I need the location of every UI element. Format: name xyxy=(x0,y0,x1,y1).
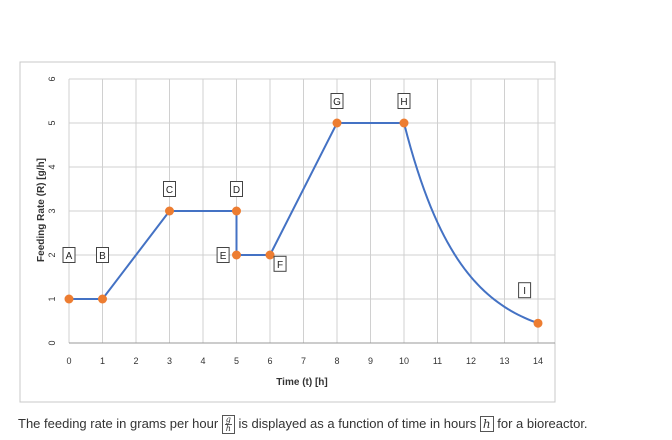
x-tick-label: 9 xyxy=(368,356,373,366)
y-tick-label: 0 xyxy=(47,340,57,345)
x-tick-label: 4 xyxy=(200,356,205,366)
point-label: F xyxy=(273,255,287,272)
unit-numerator: g xyxy=(224,415,232,425)
data-point xyxy=(265,250,275,260)
grid-lines xyxy=(68,78,556,344)
point-label: C xyxy=(163,181,176,197)
data-point xyxy=(232,206,241,216)
point-label-text: F xyxy=(277,260,283,271)
point-label-box xyxy=(216,247,230,263)
point-label-text: E xyxy=(220,251,227,262)
data-point xyxy=(332,118,342,128)
data-point xyxy=(64,294,74,304)
point-label: I xyxy=(518,282,532,299)
y-tick-label: 5 xyxy=(47,120,57,125)
x-tick-label: 0 xyxy=(66,356,71,366)
point-label: A xyxy=(62,247,76,263)
x-tick-label: 7 xyxy=(301,356,306,366)
y-tick-label: 2 xyxy=(47,252,57,257)
data-point xyxy=(232,250,241,260)
point-label-box xyxy=(62,247,76,263)
x-tick-label: 1 xyxy=(100,356,105,366)
point-label-text: D xyxy=(233,185,240,196)
x-tick-labels: 0 1 2 3 4 5 6 7 8 9 10 11 12 13 14 xyxy=(66,356,543,366)
time-unit-bracket: h xyxy=(479,416,494,432)
data-markers xyxy=(64,118,543,328)
caption-text-before: The feeding rate in grams per hour xyxy=(18,416,222,431)
point-label: G xyxy=(330,93,344,109)
point-label-text: I xyxy=(523,286,526,297)
x-tick-label: 14 xyxy=(533,356,543,366)
point-label-text: H xyxy=(400,97,407,108)
data-point xyxy=(98,294,107,304)
data-point xyxy=(165,206,174,216)
caption-text-middle: is displayed as a function of time in ho… xyxy=(234,416,480,431)
point-label-box xyxy=(230,181,243,197)
y-tick-labels: 0 1 2 3 4 5 6 xyxy=(47,76,57,345)
x-axis-label: Time (t) [h] xyxy=(276,377,327,388)
caption-text-after: for a bioreactor. xyxy=(493,416,588,431)
plot-border xyxy=(19,61,556,403)
unit-denominator: h xyxy=(225,424,231,433)
series-line xyxy=(69,122,539,325)
point-label-box xyxy=(330,93,344,109)
data-point xyxy=(533,318,543,328)
point-label-box xyxy=(397,93,411,109)
point-label: E xyxy=(216,247,230,263)
y-tick-label: 4 xyxy=(47,164,57,169)
point-label-text: B xyxy=(99,251,106,262)
time-unit: h xyxy=(482,417,491,431)
x-tick-label: 5 xyxy=(234,356,239,366)
x-tick-label: 6 xyxy=(267,356,272,366)
y-tick-label: 6 xyxy=(47,76,57,81)
x-tick-label: 13 xyxy=(499,356,509,366)
y-tick-label: 1 xyxy=(47,296,57,301)
point-label-text: A xyxy=(66,251,73,262)
x-tick-label: 2 xyxy=(133,356,138,366)
point-label-box xyxy=(96,247,109,263)
point-label: D xyxy=(230,181,243,197)
y-axis-label: Feeding Rate (R) [g/h] xyxy=(36,158,47,262)
point-label-text: C xyxy=(166,185,173,196)
x-tick-label: 11 xyxy=(433,356,442,366)
x-tick-label: 3 xyxy=(167,356,172,366)
point-label-box xyxy=(518,282,532,299)
point-label-box xyxy=(163,181,176,197)
x-tick-label: 12 xyxy=(466,356,476,366)
point-label-text: G xyxy=(333,97,341,108)
x-tick-label: 10 xyxy=(399,356,409,366)
data-point xyxy=(399,118,409,128)
point-label-box xyxy=(273,255,287,272)
x-tick-label: 8 xyxy=(334,356,339,366)
point-label: B xyxy=(96,247,109,263)
y-tick-label: 3 xyxy=(47,208,57,213)
point-label: H xyxy=(397,93,411,109)
point-labels: A B C D E F G H I xyxy=(62,93,532,299)
